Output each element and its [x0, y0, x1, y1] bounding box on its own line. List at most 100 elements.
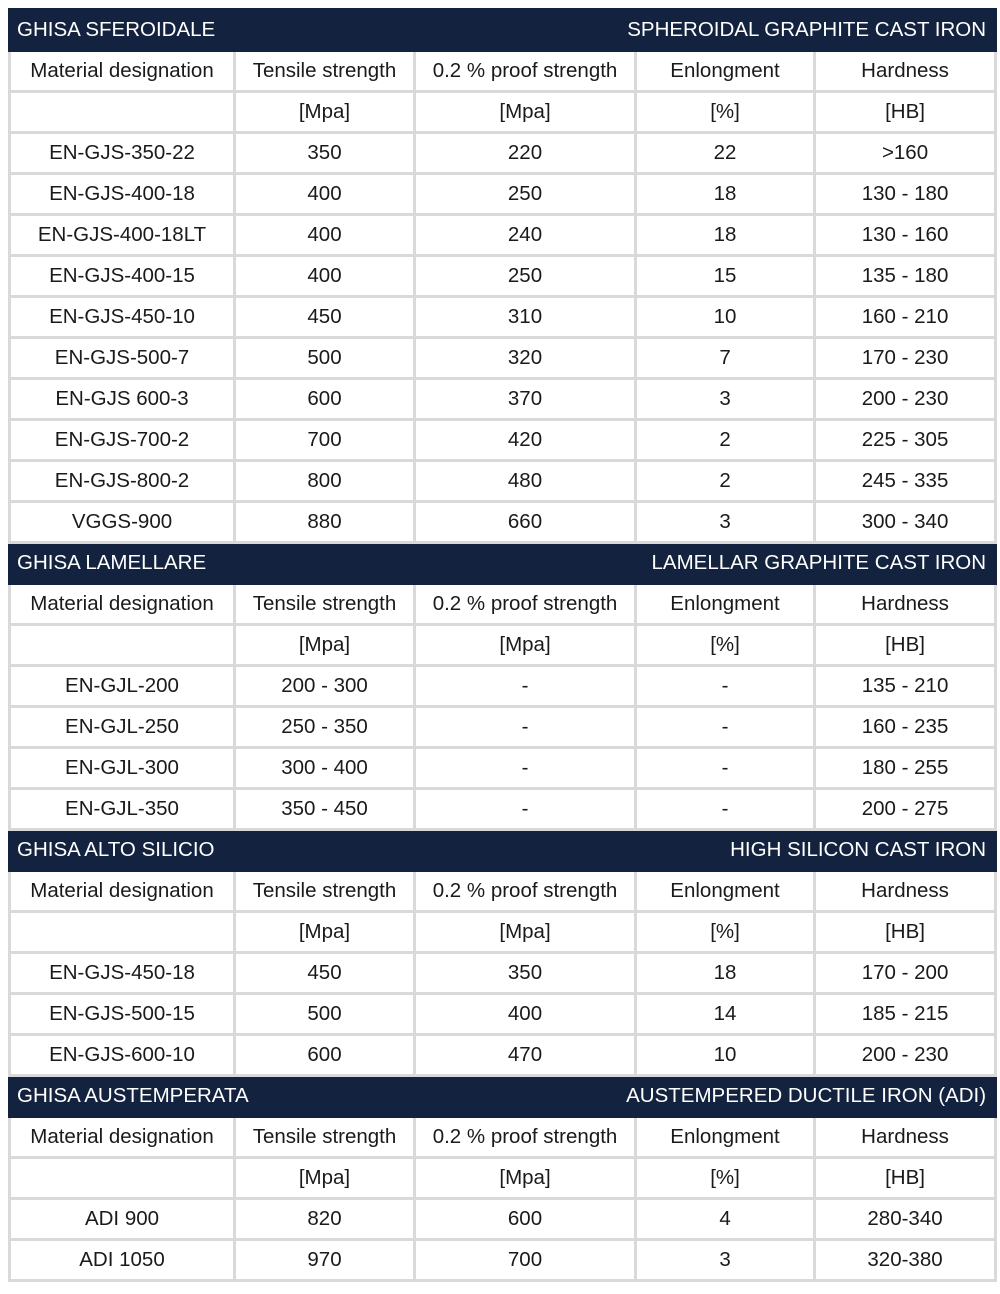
unit-elongation: [%]: [634, 623, 817, 667]
cell-proof-strength: 240: [413, 213, 638, 257]
cell-elongation: 7: [634, 336, 817, 380]
cell-elongation: 18: [634, 951, 817, 995]
column-header-hardness: Hardness: [813, 582, 998, 626]
column-header-hardness: Hardness: [813, 49, 998, 93]
table-row: EN-GJL-200 200 - 300- -135 - 210: [8, 664, 998, 708]
section-title-italian: GHISA SFEROIDALE: [7, 8, 417, 52]
cell-elongation: 3: [634, 1238, 817, 1282]
cell-hardness: 300 - 340: [813, 500, 998, 544]
table-row: EN-GJS-700-2 700 420 2 225 - 305: [8, 418, 998, 462]
cell-proof-strength: -: [413, 664, 638, 708]
unit-hardness: [HB]: [813, 1156, 998, 1200]
cell-elongation: 18: [634, 213, 817, 257]
cell-material-designation: EN-GJS-450-10: [8, 295, 236, 339]
cell-proof-strength: 250: [413, 172, 638, 216]
cell-hardness: 130 - 180: [813, 172, 998, 216]
cell-tensile-strength: 820: [232, 1197, 417, 1241]
cell-elongation: -: [634, 787, 817, 831]
cell-tensile-strength: 200 - 300: [232, 664, 417, 708]
cell-proof-strength: 660: [413, 500, 638, 544]
section-header: GHISA AUSTEMPERATA AUSTEMPERED DUCTILE IR…: [7, 1074, 998, 1118]
unit-material-designation: [8, 623, 236, 667]
cell-proof-strength: 310: [413, 295, 638, 339]
cell-hardness: 200 - 275: [813, 787, 998, 831]
unit-proof-strength: [Mpa]: [413, 1156, 638, 1200]
table-row: VGGS-900 880 660 3 300 - 340: [8, 500, 998, 544]
cell-proof-strength: -: [413, 705, 638, 749]
cell-tensile-strength: 400: [232, 213, 417, 257]
cell-proof-strength: 480: [413, 459, 638, 503]
cell-elongation: -: [634, 746, 817, 790]
unit-material-designation: [8, 90, 236, 134]
column-header-tensile-strength: Tensile strength: [232, 582, 417, 626]
section-title-english: AUSTEMPERED DUCTILE IRON (ADI): [413, 1074, 998, 1118]
cell-elongation: 14: [634, 992, 817, 1036]
cell-hardness: 280-340: [813, 1197, 998, 1241]
cell-proof-strength: 320: [413, 336, 638, 380]
cell-material-designation: EN-GJS-400-15: [8, 254, 236, 298]
cell-tensile-strength: 880: [232, 500, 417, 544]
cell-hardness: 130 - 160: [813, 213, 998, 257]
column-header-elongation: Enlongment: [634, 869, 817, 913]
column-header-material-designation: Material designation: [8, 49, 236, 93]
cell-material-designation: EN-GJL-300: [8, 746, 236, 790]
cell-hardness: 160 - 235: [813, 705, 998, 749]
unit-elongation: [%]: [634, 90, 817, 134]
cell-material-designation: EN-GJL-200: [8, 664, 236, 708]
column-header-hardness: Hardness: [813, 869, 998, 913]
section-title-italian: GHISA LAMELLARE: [7, 541, 417, 585]
cell-elongation: 10: [634, 295, 817, 339]
cell-elongation: 2: [634, 418, 817, 462]
column-header-proof-strength: 0.2 % proof strength: [413, 1115, 638, 1159]
cell-tensile-strength: 400: [232, 254, 417, 298]
cell-proof-strength: 600: [413, 1197, 638, 1241]
cell-tensile-strength: 500: [232, 336, 417, 380]
cell-hardness: 180 - 255: [813, 746, 998, 790]
table-row: EN-GJS-400-18LT 400 240 18 130 - 160: [8, 213, 998, 257]
unit-proof-strength: [Mpa]: [413, 910, 638, 954]
table-row: EN-GJS-500-7 500 320 7 170 - 230: [8, 336, 998, 380]
cell-elongation: 3: [634, 377, 817, 421]
cell-material-designation: EN-GJS-350-22: [8, 131, 236, 175]
cell-hardness: 135 - 210: [813, 664, 998, 708]
cell-elongation: -: [634, 664, 817, 708]
cell-tensile-strength: 600: [232, 1033, 417, 1077]
cell-hardness: 245 - 335: [813, 459, 998, 503]
section-title-english: LAMELLAR GRAPHITE CAST IRON: [413, 541, 998, 585]
column-header-elongation: Enlongment: [634, 582, 817, 626]
section-title-italian: GHISA ALTO SILICIO: [7, 828, 417, 872]
cell-material-designation: EN-GJS-600-10: [8, 1033, 236, 1077]
unit-material-designation: [8, 1156, 236, 1200]
unit-proof-strength: [Mpa]: [413, 90, 638, 134]
unit-tensile-strength: [Mpa]: [232, 910, 417, 954]
cell-tensile-strength: 350: [232, 131, 417, 175]
unit-hardness: [HB]: [813, 910, 998, 954]
cell-material-designation: ADI 1050: [8, 1238, 236, 1282]
cell-proof-strength: -: [413, 787, 638, 831]
table-row: EN-GJS-600-10 600 470 10 200 - 230: [8, 1033, 998, 1077]
cell-hardness: >160: [813, 131, 998, 175]
section-header: GHISA LAMELLARE LAMELLAR GRAPHITE CAST IR…: [7, 541, 998, 585]
cell-elongation: 4: [634, 1197, 817, 1241]
cell-tensile-strength: 700: [232, 418, 417, 462]
cell-material-designation: EN-GJS-500-7: [8, 336, 236, 380]
table-row: EN-GJS-500-15 500 400 14 185 - 215: [8, 992, 998, 1036]
cell-proof-strength: 400: [413, 992, 638, 1036]
table-row: EN-GJL-350 350 - 450- -200 - 275: [8, 787, 998, 831]
column-header-tensile-strength: Tensile strength: [232, 869, 417, 913]
table-row: EN-GJS-350-22 350 220 22 >160: [8, 131, 998, 175]
cell-material-designation: EN-GJL-250: [8, 705, 236, 749]
cell-hardness: 185 - 215: [813, 992, 998, 1036]
cell-proof-strength: 370: [413, 377, 638, 421]
cell-material-designation: EN-GJS-400-18: [8, 172, 236, 216]
unit-tensile-strength: [Mpa]: [232, 623, 417, 667]
table-row: EN-GJL-250 250 - 350- -160 - 235: [8, 705, 998, 749]
cell-tensile-strength: 800: [232, 459, 417, 503]
column-header-tensile-strength: Tensile strength: [232, 1115, 417, 1159]
cell-material-designation: EN-GJS-500-15: [8, 992, 236, 1036]
cell-material-designation: EN-GJS 600-3: [8, 377, 236, 421]
unit-elongation: [%]: [634, 1156, 817, 1200]
column-header-proof-strength: 0.2 % proof strength: [413, 49, 638, 93]
units-row: [Mpa] [Mpa] [%] [HB]: [8, 623, 998, 667]
section-title-italian: GHISA AUSTEMPERATA: [7, 1074, 417, 1118]
